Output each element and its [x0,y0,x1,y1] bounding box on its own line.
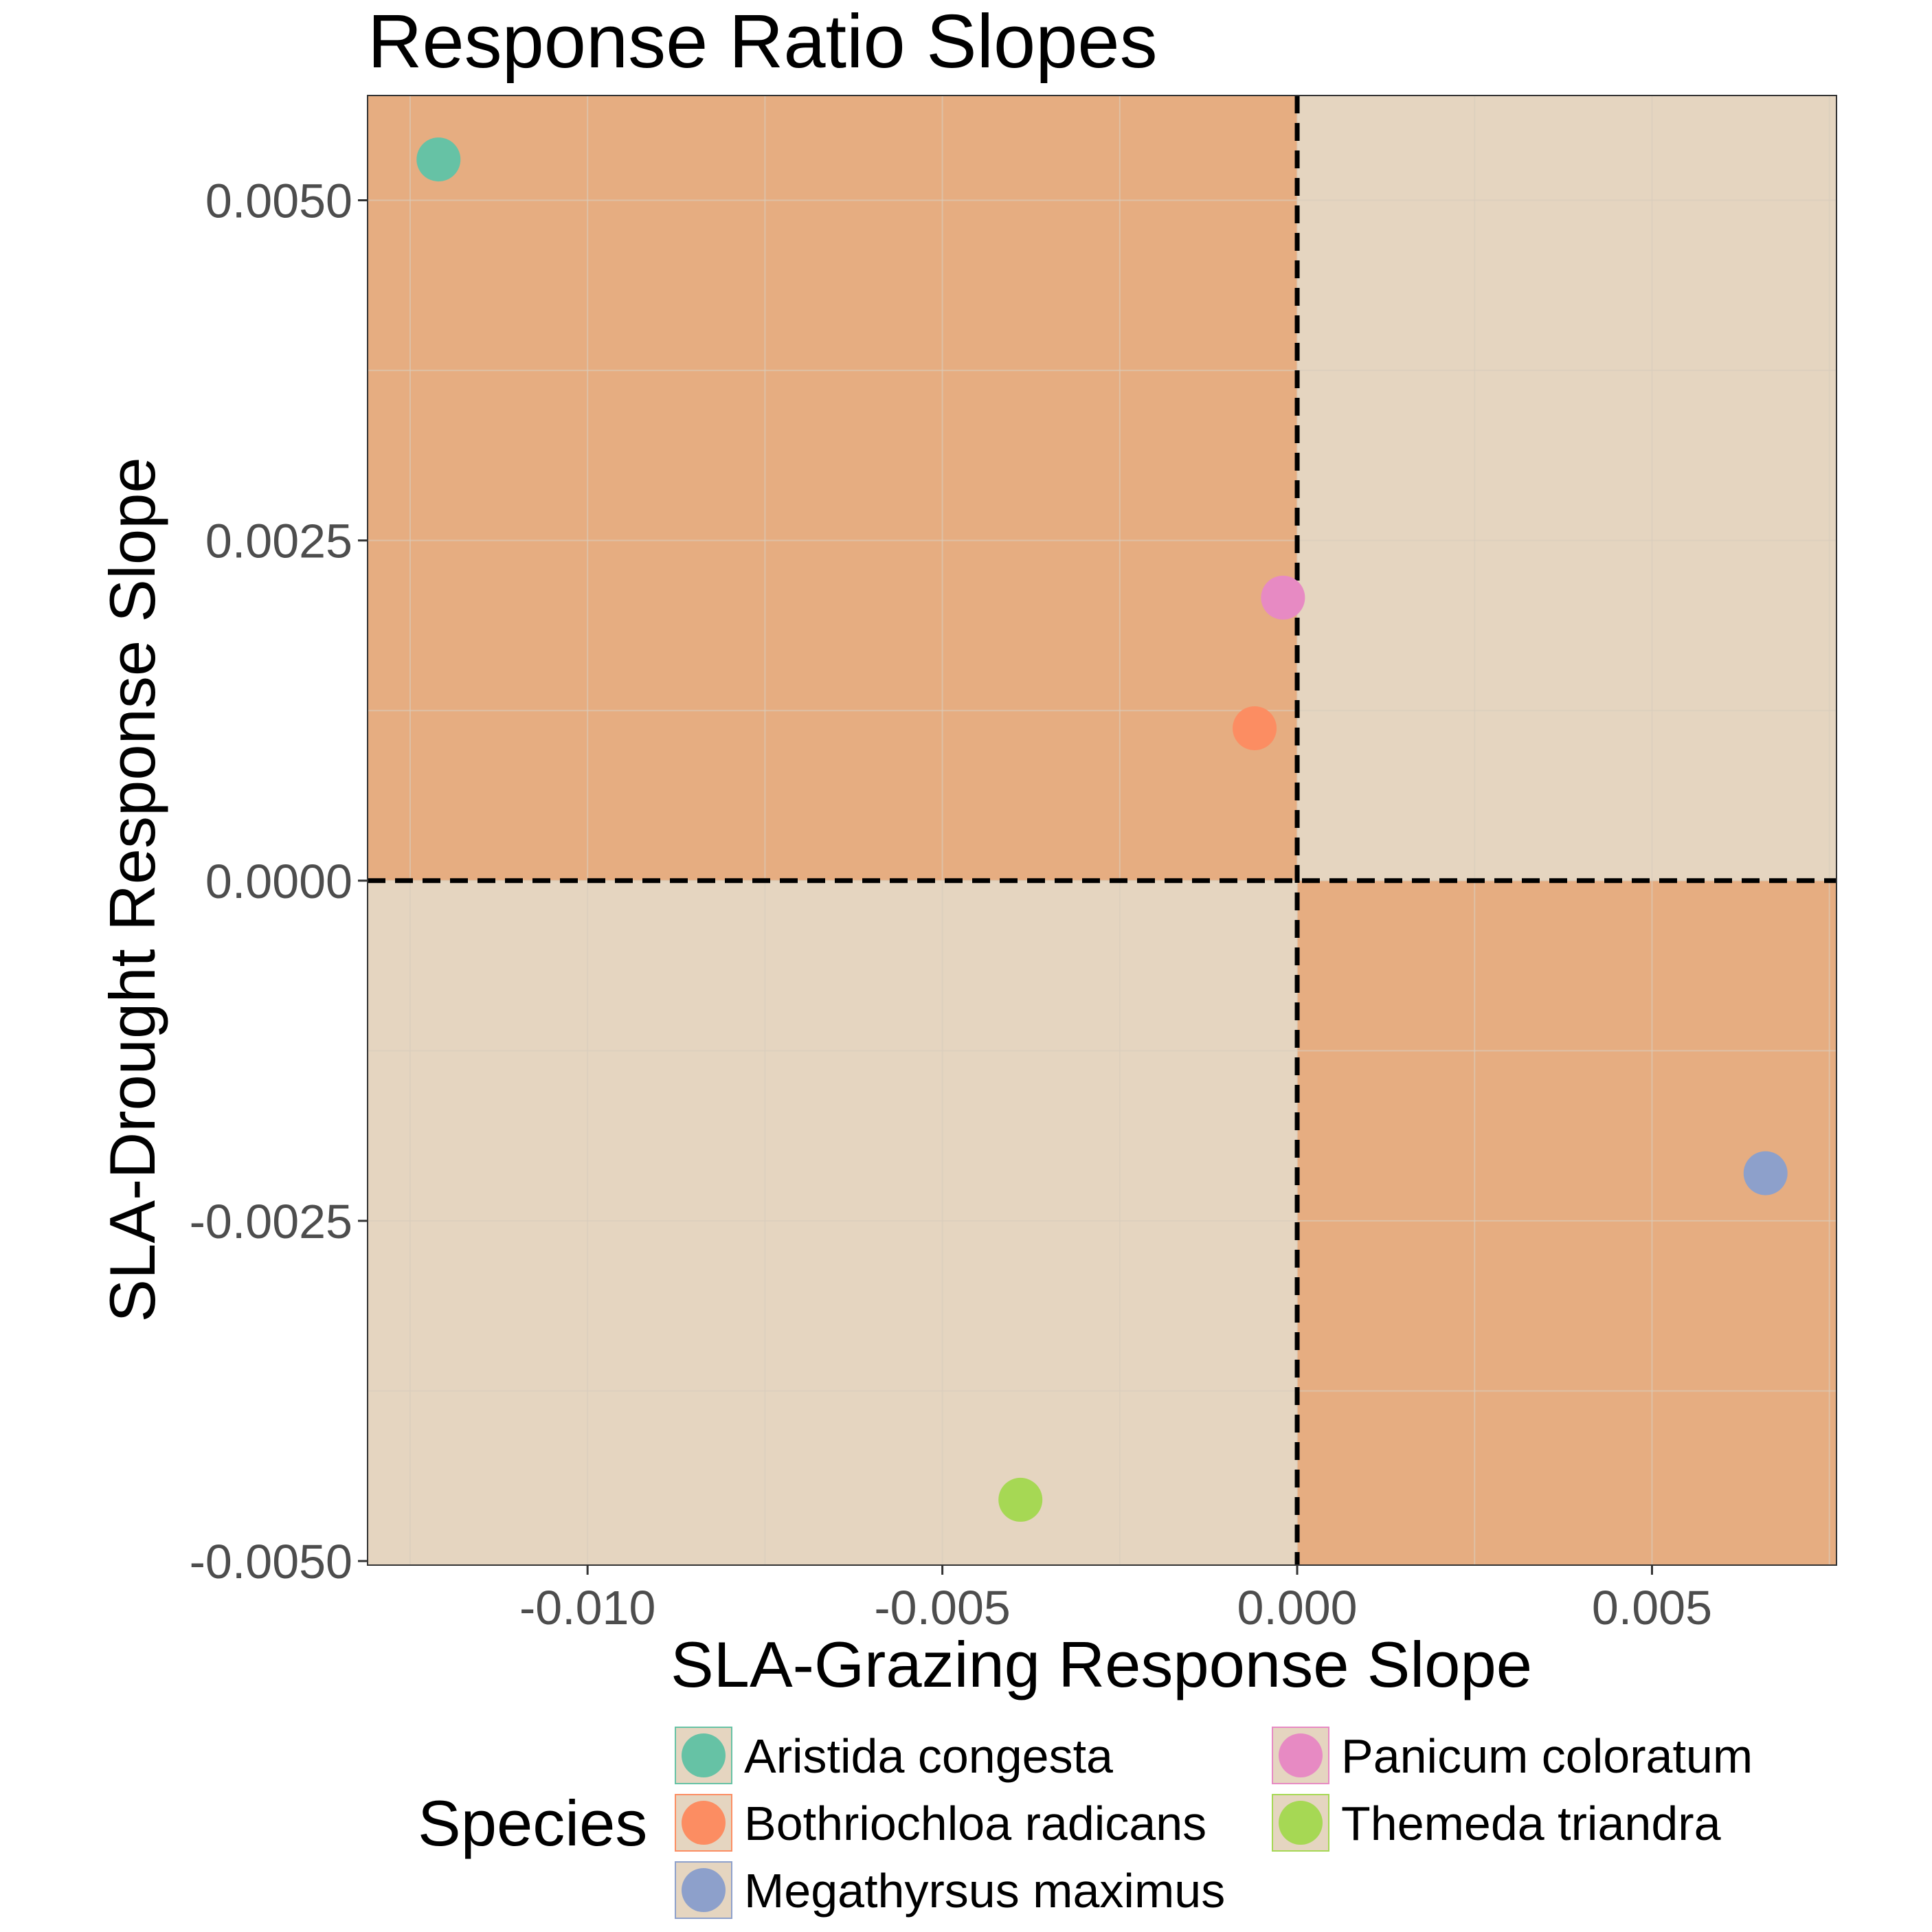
legend-item-panicum-coloratum: Panicum coloratum [1272,1727,1753,1784]
legend-key-point [1279,1801,1323,1845]
legend-key-point [1279,1733,1323,1777]
legend-item-themeda-triandra: Themeda triandra [1272,1794,1721,1852]
x-axis: -0.010 -0.005 0.000 0.005 [519,1565,1712,1635]
x-tick-label: 0.000 [1237,1581,1357,1635]
legend-key-point [682,1733,726,1777]
chart-title: Response Ratio Slopes [368,0,1158,84]
point-bothriochloa-radicans [1233,706,1277,750]
x-tick-label: -0.010 [519,1581,655,1635]
legend-title: Species [418,1787,647,1859]
y-tick-label: -0.0025 [190,1195,352,1248]
legend-key-point [682,1868,726,1912]
quadrant-top-left [368,96,1298,881]
legend-label: Aristida congesta [744,1729,1113,1783]
y-tick-label: 0.0000 [205,855,352,908]
y-tick-label: 0.0050 [205,175,352,228]
y-axis-title: SLA-Drought Response Slope [96,457,168,1322]
point-aristida-congesta [416,137,461,182]
point-panicum-coloratum [1261,575,1305,620]
legend-item-aristida-congesta: Aristida congesta [675,1727,1113,1784]
data-points [416,137,1788,1522]
quadrant-bottom-right [1297,880,1836,1565]
y-tick-label: 0.0025 [205,515,352,568]
legend-item-bothriochloa-radicans: Bothriochloa radicans [675,1794,1206,1852]
legend-key-point [682,1801,726,1845]
x-axis-title: SLA-Grazing Response Slope [671,1628,1532,1700]
legend: Species Aristida congesta Bothriochloa ra… [418,1727,1753,1919]
legend-label: Panicum coloratum [1341,1729,1753,1783]
panel-border [367,95,1837,1566]
point-themeda-triandra [998,1477,1043,1522]
y-tick-label: -0.0050 [190,1535,352,1588]
plot-area [367,95,1837,1566]
point-megathyrsus-maximus [1743,1151,1788,1195]
y-axis: -0.0050 -0.0025 0.0000 0.0025 0.0050 [190,175,368,1588]
x-tick-label: -0.005 [874,1581,1010,1635]
legend-label: Megathyrsus maximus [744,1864,1225,1918]
gridlines [368,96,1836,1565]
legend-label: Themeda triandra [1341,1797,1721,1850]
x-tick-label: 0.005 [1592,1581,1712,1635]
legend-label: Bothriochloa radicans [744,1797,1206,1850]
legend-item-megathyrsus-maximus: Megathyrsus maximus [675,1861,1225,1919]
